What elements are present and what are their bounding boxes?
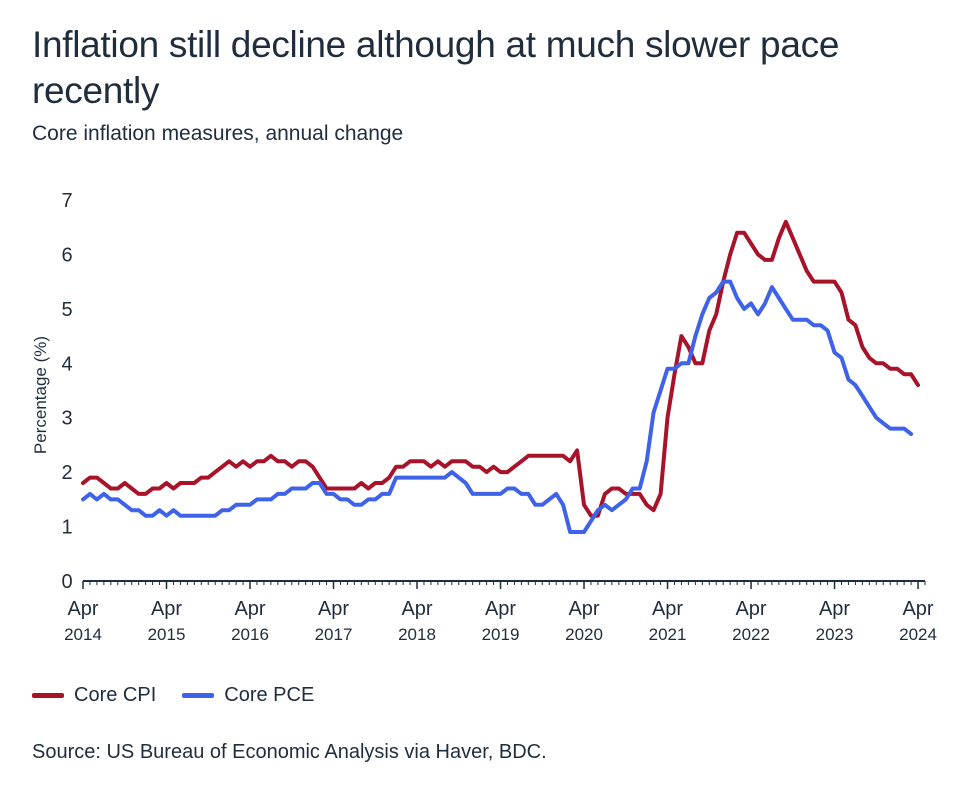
x-tick-month-label: Apr — [151, 598, 182, 620]
legend-swatch-core-pce — [182, 693, 215, 698]
series-line-core-cpi — [81, 219, 920, 518]
x-tick-month-label: Apr — [67, 598, 98, 620]
chart-subtitle: Core inflation measures, annual change — [32, 122, 404, 145]
x-tick-year-label: 2020 — [565, 625, 603, 644]
y-tick-label: 2 — [61, 462, 72, 484]
y-tick-label: 7 — [61, 190, 72, 212]
x-tick-year-label: 2016 — [231, 625, 269, 644]
y-tick-label: 1 — [61, 517, 72, 539]
x-tick-year-label: 2022 — [732, 625, 770, 644]
legend-label-core-cpi: Core CPI — [74, 684, 157, 706]
x-tick-year-label: 2021 — [649, 625, 687, 644]
x-tick-year-label: 2015 — [148, 625, 186, 644]
chart-title: Inflation still decline although at much… — [32, 24, 840, 111]
x-tick-month-label: Apr — [401, 598, 432, 620]
x-tick-year-label: 2014 — [64, 625, 102, 644]
x-tick-year-label: 2019 — [482, 625, 520, 644]
legend-label-core-pce: Core PCE — [224, 684, 315, 706]
x-tick-month-label: Apr — [234, 598, 265, 620]
x-tick-month-label: Apr — [652, 598, 683, 620]
source-note: Source: US Bureau of Economic Analysis v… — [32, 741, 547, 763]
y-tick-label: 6 — [61, 244, 72, 266]
legend-swatch-core-cpi — [32, 693, 64, 698]
x-tick-year-label: 2024 — [899, 625, 937, 644]
x-tick-month-label: Apr — [902, 598, 933, 620]
x-tick-month-label: Apr — [485, 598, 516, 620]
y-tick-label: 4 — [61, 353, 72, 375]
x-tick-month-label: Apr — [568, 598, 599, 620]
x-tick-year-label: 2017 — [315, 625, 353, 644]
series-line-core-pce — [81, 279, 914, 534]
y-tick-label: 3 — [61, 408, 72, 430]
x-tick-year-label: 2023 — [816, 625, 854, 644]
x-tick-month-label: Apr — [735, 598, 766, 620]
x-tick-month-label: Apr — [318, 598, 349, 620]
legend: Core CPI Core PCE — [32, 684, 340, 707]
x-tick-year-label: 2018 — [398, 625, 436, 644]
y-tick-label: 5 — [61, 299, 72, 321]
y-axis-label: Percentage (%) — [31, 336, 50, 454]
legend-item-core-pce: Core PCE — [182, 684, 314, 707]
y-tick-label: 0 — [61, 571, 72, 593]
legend-item-core-cpi: Core CPI — [32, 684, 156, 707]
x-axis-ticks: Apr 2014 Apr 2015 Apr 2016 Apr 2017 Apr 2018 Apr 20… — [64, 581, 937, 644]
y-axis-ticks: 0 1 2 3 4 5 6 7 — [61, 190, 72, 593]
x-tick-month-label: Apr — [819, 598, 850, 620]
series-lines — [81, 219, 920, 534]
